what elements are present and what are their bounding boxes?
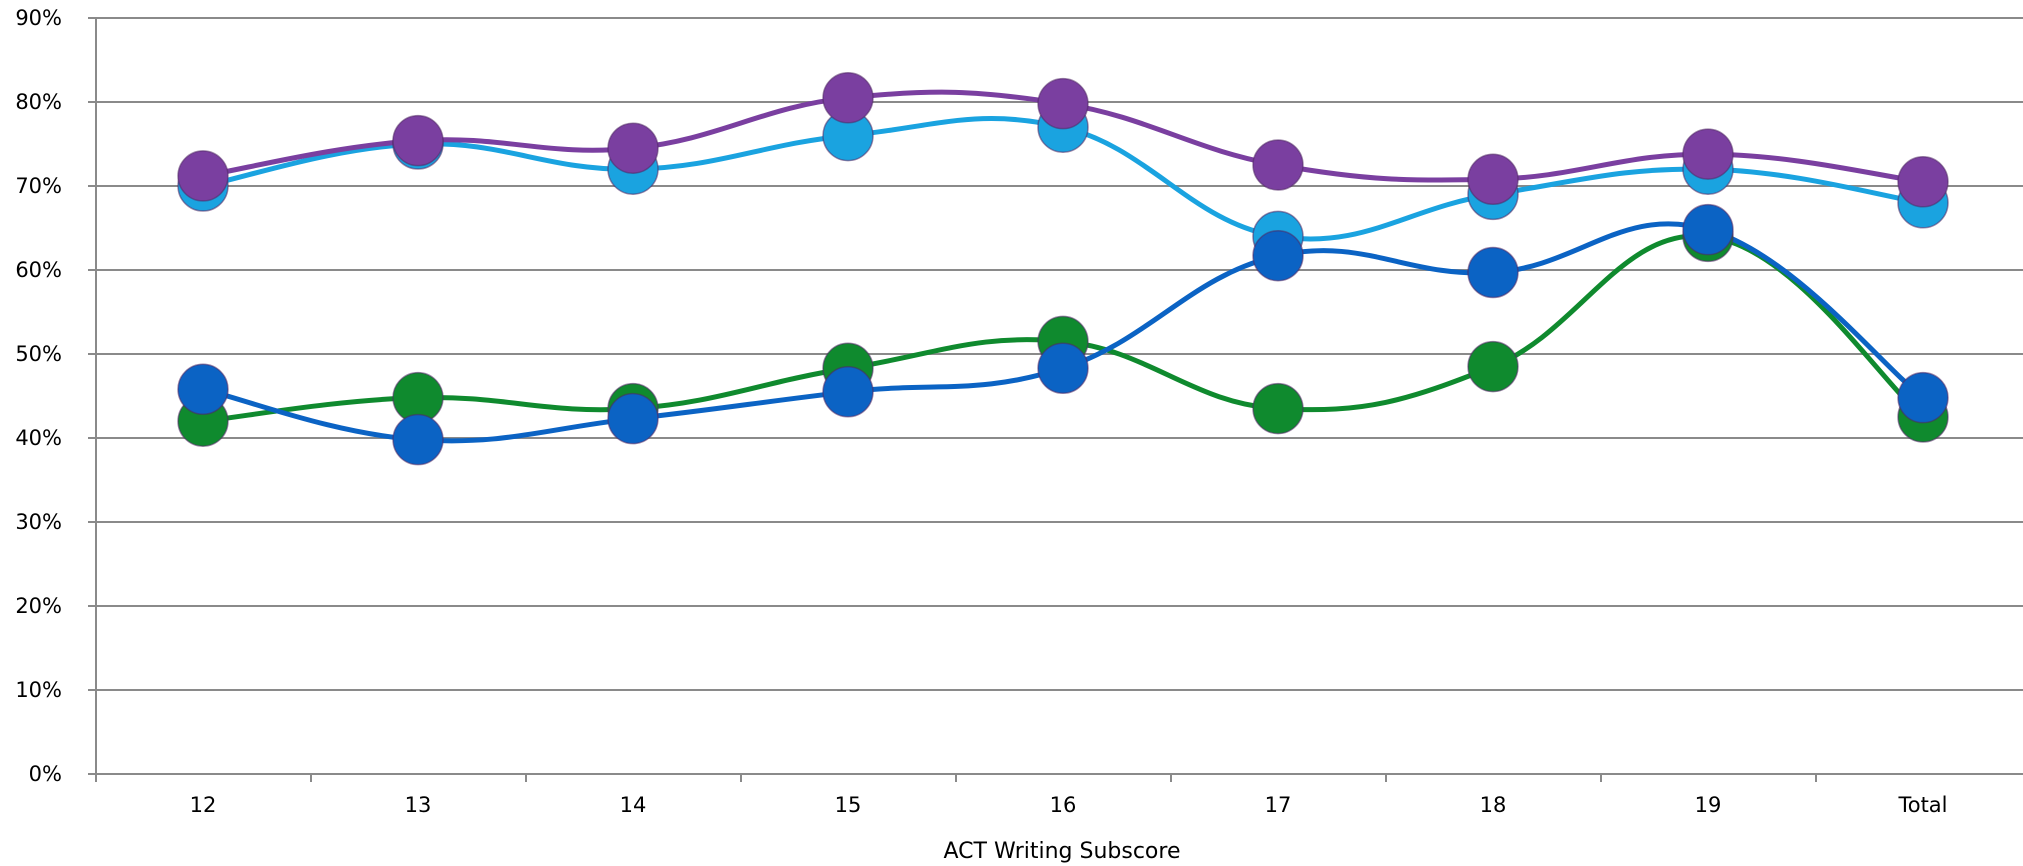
data-point [1252, 139, 1304, 191]
data-point [1252, 382, 1304, 435]
data-point [822, 366, 874, 418]
data-point [392, 413, 444, 466]
data-point [1037, 77, 1089, 130]
y-tick-label: 20% [15, 594, 62, 618]
x-tick-label: 18 [1480, 793, 1507, 817]
data-point [607, 122, 659, 174]
data-point [1252, 229, 1304, 282]
data-point [177, 150, 229, 202]
y-tick-label: 70% [15, 174, 62, 198]
x-tick-label: 13 [405, 793, 432, 817]
y-tick-label: 40% [15, 426, 62, 450]
data-points [177, 72, 1949, 466]
data-point [177, 363, 229, 416]
data-point [1897, 371, 1949, 424]
series-line-3 [200, 221, 1926, 444]
data-point [1682, 203, 1734, 256]
y-tick-label: 80% [15, 90, 62, 114]
x-axis-title: ACT Writing Subscore [943, 839, 1180, 864]
y-tick-label: 60% [15, 258, 62, 282]
x-tick-label: Total [1897, 793, 1947, 817]
x-tick-labels: 12 13 14 15 16 17 18 19 Total [95, 774, 1948, 817]
data-point [1897, 156, 1949, 208]
y-tick-label: 10% [15, 678, 62, 702]
data-point [1467, 246, 1519, 299]
y-tick-label: 30% [15, 510, 62, 534]
data-point [1467, 153, 1519, 206]
data-point [392, 114, 444, 167]
x-tick-label: 14 [620, 793, 647, 817]
y-tick-label: 0% [29, 762, 62, 786]
data-point [607, 392, 659, 445]
data-point [1467, 340, 1519, 393]
series-line-1 [200, 233, 1926, 424]
x-tick-label: 17 [1265, 793, 1292, 817]
y-tick-label: 90% [15, 6, 62, 30]
x-tick-label: 15 [835, 793, 862, 817]
data-point [1682, 128, 1734, 180]
axes [95, 18, 2023, 775]
data-point [822, 72, 874, 124]
y-tick-label: 50% [15, 342, 62, 366]
x-tick-label: 16 [1050, 793, 1077, 817]
x-tick-label: 12 [190, 793, 217, 817]
x-tick-label: 19 [1695, 793, 1722, 817]
y-tick-labels: 0% 10% 20% 30% 40% 50% 60% 70% 80% 90% [15, 6, 62, 786]
data-point [1037, 342, 1089, 395]
